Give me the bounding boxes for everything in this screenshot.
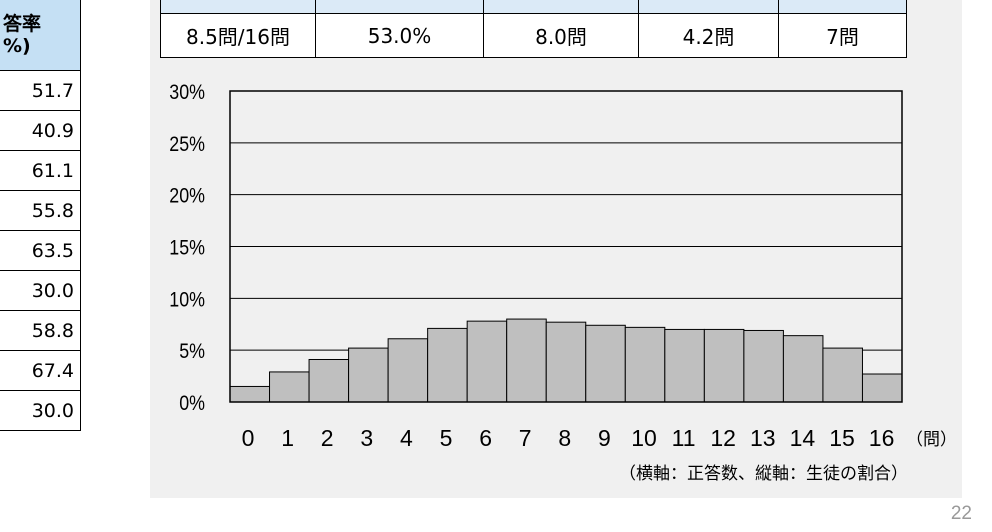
summary-header-cell	[160, 0, 316, 14]
bar-7	[506, 318, 547, 403]
summary-row: 8.5問/16問 53.0% 8.0問 4.2問 7問	[160, 13, 907, 58]
x-tick-label: 11	[672, 425, 696, 451]
bar-0	[229, 385, 271, 403]
bar-4	[387, 338, 429, 403]
bar-6	[466, 320, 508, 403]
correct-rate-header: 答率 %)	[0, 0, 81, 71]
bar-1	[269, 371, 310, 403]
x-tick-label: 5	[440, 425, 453, 451]
summary-header-cell	[483, 0, 639, 14]
table-cell: 30.0	[0, 390, 81, 431]
x-tick-label: 13	[750, 425, 776, 451]
y-tick-label: 0%	[179, 392, 205, 416]
bar-15	[822, 347, 863, 403]
y-tick-label: 30%	[169, 81, 205, 105]
x-tick-label: 6	[479, 425, 492, 451]
bar-12	[703, 328, 745, 403]
x-tick-label: 4	[400, 425, 413, 451]
summary-mean-rate: 53.0%	[315, 13, 484, 58]
summary-median: 8.0問	[483, 13, 639, 58]
x-tick-label: 1	[281, 425, 294, 451]
table-cell: 63.5	[0, 230, 81, 271]
table-cell: 40.9	[0, 110, 81, 151]
x-tick-label: 0	[242, 425, 255, 451]
x-axis-ticks: 0 1 2 3 4 5 6 7 8 9 10 11 12 13 14 15 16	[242, 425, 895, 451]
summary-table: 8.5問/16問 53.0% 8.0問 4.2問 7問	[160, 0, 907, 58]
bar-5	[427, 327, 468, 403]
bar-16	[861, 373, 903, 403]
y-tick-label: 15%	[169, 236, 205, 260]
bar-9	[585, 324, 626, 403]
correct-rate-header-line-1: 答率	[3, 12, 42, 35]
x-tick-label: 9	[598, 425, 611, 451]
summary-header-row	[160, 0, 907, 14]
x-tick-label: 2	[321, 425, 334, 451]
table-cell: 51.7	[0, 70, 81, 111]
summary-header-cell	[778, 0, 907, 14]
x-tick-label: 8	[558, 425, 571, 451]
y-tick-label: 20%	[169, 184, 205, 208]
y-tick-label: 5%	[179, 340, 205, 364]
x-tick-label: 16	[869, 425, 895, 451]
x-tick-label: 10	[631, 425, 657, 451]
x-axis-unit: （問）	[906, 430, 957, 450]
bar-11	[664, 328, 705, 403]
table-cell: 61.1	[0, 150, 81, 191]
y-tick-label: 25%	[169, 133, 205, 157]
summary-mode: 7問	[778, 13, 907, 58]
x-tick-label: 3	[360, 425, 373, 451]
table-cell: 55.8	[0, 190, 81, 231]
bar-3	[348, 347, 389, 403]
bar-13	[743, 329, 784, 403]
x-tick-label: 12	[710, 425, 736, 451]
content-panel	[150, 0, 962, 498]
y-tick-label: 10%	[169, 288, 205, 312]
bar-8	[545, 321, 587, 403]
bar-2	[308, 358, 350, 403]
y-axis-ticks: 0% 5% 10% 15% 20% 25% 30%	[169, 81, 205, 416]
page-number: 22	[950, 503, 972, 524]
summary-mean-score: 8.5問/16問	[160, 13, 316, 58]
correct-rate-table: 答率 %) 51.7 40.9 61.1 55.8 63.5 30.0 58.8…	[0, 0, 81, 431]
correct-rate-header-line-2: %)	[3, 34, 31, 57]
x-tick-label: 15	[829, 425, 855, 451]
axis-note: （横軸：正答数、縦軸：生徒の割合）	[619, 464, 908, 484]
plot-frame	[229, 90, 903, 403]
summary-std-dev: 4.2問	[638, 13, 779, 58]
table-cell: 58.8	[0, 310, 81, 351]
bar-14	[782, 335, 824, 403]
x-tick-label: 14	[790, 425, 816, 451]
chart-bars	[229, 318, 903, 403]
x-tick-label: 7	[519, 425, 532, 451]
bar-10	[624, 326, 666, 403]
table-cell: 67.4	[0, 350, 81, 391]
